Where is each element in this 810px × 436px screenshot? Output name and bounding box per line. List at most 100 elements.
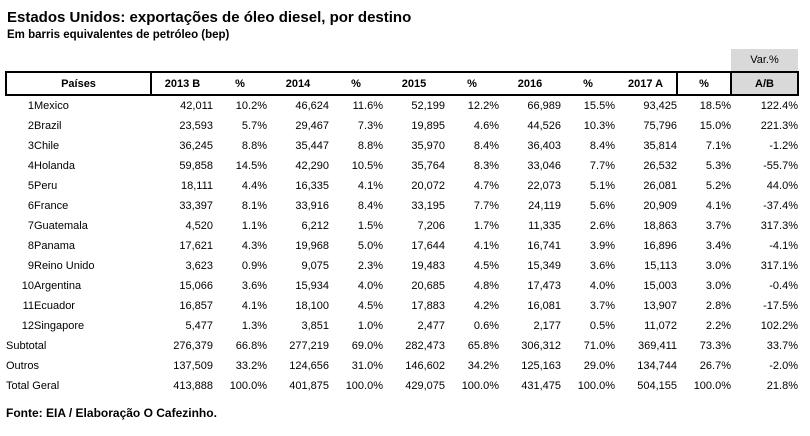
country-cell: Mexico <box>34 100 69 112</box>
value-cell: 33,046 <box>527 160 561 172</box>
summary-value-cell: 369,411 <box>638 340 677 352</box>
value-cell: 0.5% <box>589 320 615 332</box>
value-cell: 36,403 <box>527 140 561 152</box>
value-cell: 75,796 <box>643 120 677 132</box>
value-cell: 35,970 <box>411 140 445 152</box>
col-header-2016: 2016 <box>499 71 561 96</box>
value-cell: 9,075 <box>301 260 329 272</box>
value-cell: 36,245 <box>179 140 213 152</box>
value-cell: -0.4% <box>769 280 798 292</box>
rank-cell: 12 <box>21 320 34 332</box>
report-title: Estados Unidos: exportações de óleo dies… <box>7 9 412 26</box>
summary-label-cell: Subtotal <box>6 340 47 352</box>
value-cell: 8.4% <box>589 140 615 152</box>
value-cell: 19,895 <box>411 120 445 132</box>
value-cell: 4.0% <box>589 280 615 292</box>
country-cell: Peru <box>34 180 58 192</box>
summary-value-cell: 137,509 <box>173 360 213 372</box>
value-cell: 17,473 <box>527 280 561 292</box>
value-cell: 17,621 <box>179 240 213 252</box>
value-cell: 93,425 <box>643 100 677 112</box>
col-header-pct-2015: % <box>445 71 499 96</box>
summary-value-cell: 134,744 <box>637 360 677 372</box>
summary-value-cell: 413,888 <box>173 380 213 392</box>
rank-cell: 1 <box>27 100 34 112</box>
value-cell: 15.5% <box>583 100 615 112</box>
value-cell: 15,934 <box>295 280 329 292</box>
value-cell: 10.2% <box>235 100 267 112</box>
value-cell: 5,477 <box>185 320 213 332</box>
value-cell: 7.1% <box>705 140 731 152</box>
rank-cell: 5 <box>27 180 34 192</box>
value-cell: 4.2% <box>473 300 499 312</box>
summary-row: Subtotal 276,379 66.8% 277,219 69.0% 282,473 6… <box>6 336 798 356</box>
value-cell: 16,896 <box>643 240 677 252</box>
table-row: 8 Panama 17,621 4.3% 19,968 5.0% 17,644 4.1% 16,… <box>6 236 798 256</box>
value-cell: 17,644 <box>411 240 445 252</box>
summary-value-cell: 73.3% <box>699 340 731 352</box>
summary-value-cell: 429,075 <box>405 380 445 392</box>
diesel-exports-report: Estados Unidos: exportações de óleo dies… <box>0 9 810 420</box>
value-cell: 7.3% <box>357 120 383 132</box>
rank-cell: 4 <box>27 160 34 172</box>
summary-label-cell: Outros <box>6 360 40 372</box>
value-cell: 1.3% <box>241 320 267 332</box>
value-cell: 3.0% <box>705 280 731 292</box>
value-cell: 1.7% <box>473 220 499 232</box>
value-cell: 317.3% <box>760 220 798 232</box>
value-cell: 1.1% <box>241 220 267 232</box>
value-cell: 66,989 <box>527 100 561 112</box>
value-cell: 18,100 <box>295 300 329 312</box>
value-cell: 3.6% <box>241 280 267 292</box>
value-cell: 3.4% <box>705 240 731 252</box>
summary-value-cell: 100.0% <box>461 380 499 392</box>
value-cell: 221.3% <box>760 120 798 132</box>
value-cell: 6,212 <box>301 220 329 232</box>
table-body: 1 Mexico 42,011 10.2% 46,624 11.6% 52,199 12.2%… <box>6 95 798 396</box>
value-cell: 15,066 <box>179 280 213 292</box>
value-cell: 44.0% <box>766 180 798 192</box>
summary-label-cell: Total Geral <box>6 380 60 392</box>
value-cell: 42,290 <box>295 160 329 172</box>
summary-value-cell: 282,473 <box>405 340 445 352</box>
summary-value-cell: 21.8% <box>766 380 798 392</box>
value-cell: 10.5% <box>351 160 383 172</box>
value-cell: 7.7% <box>473 200 499 212</box>
value-cell: 12.2% <box>467 100 499 112</box>
value-cell: 0.9% <box>241 260 267 272</box>
summary-value-cell: 276,379 <box>173 340 213 352</box>
value-cell: 8.4% <box>357 200 383 212</box>
value-cell: 2.3% <box>357 260 383 272</box>
value-cell: 10.3% <box>583 120 615 132</box>
rank-cell: 9 <box>27 260 34 272</box>
value-cell: 8.3% <box>473 160 499 172</box>
value-cell: 7,206 <box>417 220 445 232</box>
value-cell: 122.4% <box>760 100 798 112</box>
value-cell: 2.2% <box>705 320 731 332</box>
value-cell: 317.1% <box>760 260 798 272</box>
value-cell: 23,593 <box>179 120 213 132</box>
rank-cell: 2 <box>27 120 34 132</box>
value-cell: 16,741 <box>527 240 561 252</box>
table-row: 2 Brazil 23,593 5.7% 29,467 7.3% 19,895 4.6% 44,… <box>6 116 798 136</box>
value-cell: 4.3% <box>241 240 267 252</box>
value-cell: 20,072 <box>411 180 445 192</box>
source-note: Fonte: EIA / Elaboração O Cafezinho. <box>6 406 217 420</box>
value-cell: 35,447 <box>295 140 329 152</box>
rank-cell: 7 <box>27 220 34 232</box>
col-header-pct-2013: % <box>213 71 267 96</box>
summary-row: Outros 137,509 33.2% 124,656 31.0% 146,602 34.… <box>6 356 798 376</box>
value-cell: 4.5% <box>357 300 383 312</box>
value-cell: 20,685 <box>411 280 445 292</box>
value-cell: 4.8% <box>473 280 499 292</box>
col-header-pct-2014: % <box>329 71 383 96</box>
col-header-pct-2017: % <box>677 71 731 96</box>
table-row: 3 Chile 36,245 8.8% 35,447 8.8% 35,970 8.4% 36,4… <box>6 136 798 156</box>
value-cell: 33,916 <box>295 200 329 212</box>
summary-value-cell: 401,875 <box>289 380 329 392</box>
value-cell: 2,177 <box>533 320 561 332</box>
summary-value-cell: 31.0% <box>351 360 383 372</box>
value-cell: 14.5% <box>235 160 267 172</box>
value-cell: 3,623 <box>185 260 213 272</box>
value-cell: 8.4% <box>473 140 499 152</box>
